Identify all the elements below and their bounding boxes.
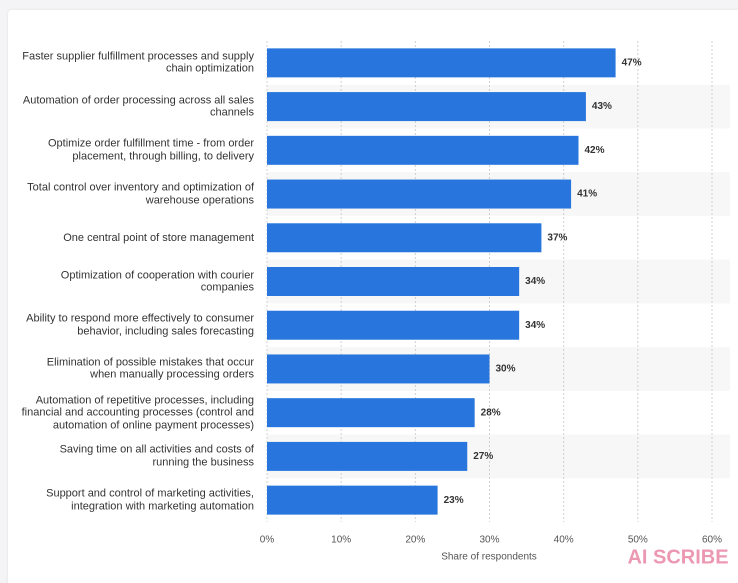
y-tick-label: Ability to respond more effectively to c…: [26, 312, 254, 338]
y-tick-label: Elimination of possible mistakes that oc…: [46, 356, 254, 381]
x-tick-label: 30%: [479, 535, 499, 546]
x-tick-label: 0%: [260, 535, 275, 546]
watermark: AI SCRIBE: [627, 546, 728, 568]
value-label: 42%: [585, 145, 605, 156]
value-label: 37%: [547, 232, 567, 243]
value-label: 27%: [473, 451, 493, 462]
value-label: 47%: [622, 58, 642, 69]
x-tick-label: 40%: [554, 535, 574, 546]
x-tick-label: 20%: [405, 535, 425, 546]
bar: [267, 398, 475, 428]
y-tick-label: Support and control of marketing activit…: [46, 487, 254, 513]
x-tick-label: 10%: [331, 535, 351, 546]
y-tick-label: Faster supplier fulfillment processes an…: [22, 50, 254, 75]
bar: [267, 441, 468, 471]
bar: [267, 485, 438, 515]
y-tick-label: Automation of repetitive processes, incl…: [21, 393, 254, 431]
value-label: 41%: [577, 189, 597, 200]
value-label: 30%: [496, 364, 516, 375]
x-tick-label: 60%: [702, 535, 722, 546]
x-axis-title: Share of respondents: [441, 552, 537, 563]
y-tick-label: Saving time on all activities and costs …: [59, 443, 254, 469]
bar: [267, 48, 616, 78]
y-tick-label: Optimization of cooperation with courier…: [60, 269, 254, 294]
value-label: 34%: [525, 320, 545, 331]
value-label: 28%: [481, 407, 501, 418]
bar: [267, 92, 586, 122]
value-label: 43%: [592, 101, 612, 112]
bar: [267, 354, 490, 384]
x-tick-label: 50%: [628, 535, 648, 546]
y-tick-label: One central point of store management: [63, 231, 254, 244]
bar: [267, 179, 572, 209]
y-tick-label: Optimize order fulfillment time - from o…: [48, 137, 254, 163]
y-tick-label: Automation of order processing across al…: [22, 94, 254, 119]
value-label: 34%: [525, 276, 545, 287]
bar: [267, 310, 520, 340]
bar: [267, 267, 520, 296]
bar: [267, 135, 579, 165]
value-label: 23%: [444, 495, 464, 506]
y-tick-label: Total control over inventory and optimiz…: [27, 181, 254, 207]
bar: [267, 223, 542, 253]
